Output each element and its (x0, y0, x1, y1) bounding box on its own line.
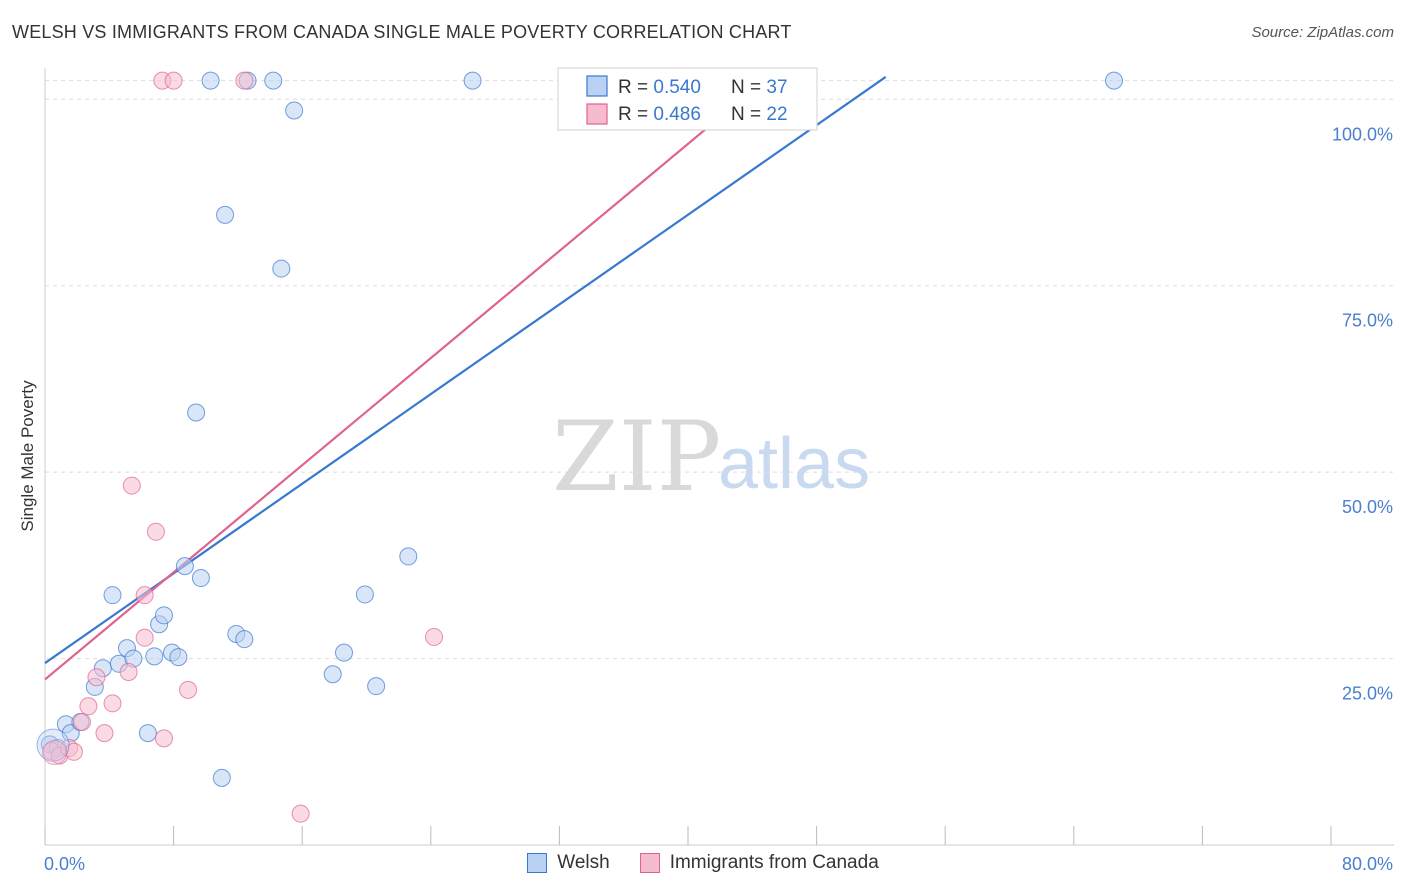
legend-label-welsh: Welsh (557, 852, 610, 873)
legend-n-row-canada: N = 22 (731, 104, 788, 125)
correlation-legend: R = 0.540 N = 37 R = 0.486 N = 22 (557, 67, 818, 131)
point-welsh-30[interactable] (334, 643, 353, 662)
series-legend: Welsh Immigrants from Canada (0, 852, 1406, 874)
point-cluster-welsh[interactable] (36, 728, 70, 762)
point-canada-9[interactable] (119, 662, 138, 681)
point-welsh-12[interactable] (145, 647, 164, 666)
legend-item-canada[interactable]: Immigrants from Canada (639, 852, 879, 874)
point-welsh-29[interactable] (323, 665, 342, 684)
point-welsh-33[interactable] (399, 547, 418, 566)
watermark-zip: ZIP (552, 401, 721, 513)
point-canada-8[interactable] (103, 694, 122, 713)
point-welsh-11[interactable] (138, 724, 157, 743)
point-welsh-31[interactable] (355, 585, 374, 604)
legend-r-row-welsh: R = 0.540 (618, 77, 701, 98)
point-welsh-7[interactable] (103, 586, 122, 605)
point-canada-15[interactable] (179, 680, 198, 699)
trendline-canada (44, 76, 770, 681)
legend-swatch-canada (639, 853, 660, 873)
chart-title: WELSH VS IMMIGRANTS FROM CANADA SINGLE M… (12, 22, 792, 42)
trendlines (44, 76, 887, 681)
point-canada-20[interactable] (122, 476, 141, 495)
y-tick-label-3: 100.0% (1332, 124, 1393, 144)
point-canada-5[interactable] (79, 697, 98, 716)
point-welsh-17[interactable] (175, 557, 194, 576)
point-canada-16[interactable] (154, 729, 173, 748)
point-canada-3[interactable] (64, 742, 83, 761)
point-canada-17[interactable] (235, 71, 254, 90)
grid-lines (45, 80, 1394, 660)
legend-item-welsh[interactable]: Welsh (527, 852, 610, 874)
point-canada-7[interactable] (95, 724, 114, 743)
point-welsh-16[interactable] (169, 648, 188, 667)
data-points (36, 71, 1123, 823)
point-canada-4[interactable] (72, 712, 91, 731)
point-welsh-32[interactable] (367, 677, 386, 696)
point-canada-11[interactable] (135, 628, 154, 647)
point-welsh-20[interactable] (201, 71, 220, 90)
legend-label-canada: Immigrants from Canada (669, 852, 879, 873)
y-tick-label-0: 25.0% (1342, 684, 1393, 704)
tick-labels: 25.0% 50.0% 75.0% 100.0% 0.0% 80.0% (44, 124, 1393, 874)
legend-swatch-welsh (586, 75, 608, 97)
source-label: Source: ZipAtlas.com (1251, 24, 1394, 41)
point-canada-10[interactable] (135, 586, 154, 605)
legend-swatch-welsh (527, 853, 548, 873)
legend-r-row-canada: R = 0.486 (618, 104, 701, 125)
point-welsh-27[interactable] (272, 259, 291, 278)
point-welsh-26[interactable] (264, 71, 283, 90)
legend-n-row-welsh: N = 37 (731, 77, 788, 98)
point-welsh-28[interactable] (285, 101, 304, 120)
point-welsh-35[interactable] (1104, 71, 1123, 90)
axes (44, 68, 1394, 846)
point-welsh-24[interactable] (235, 630, 254, 649)
watermark: ZIP atlas (552, 401, 870, 513)
x-tick-label-0: 0.0% (44, 854, 85, 874)
point-welsh-21[interactable] (212, 768, 231, 787)
point-canada-19[interactable] (425, 627, 444, 646)
x-tick-label-1: 80.0% (1342, 854, 1393, 874)
point-canada-18[interactable] (291, 804, 310, 823)
point-cluster-canada[interactable] (42, 740, 68, 766)
watermark-atlas: atlas (718, 424, 870, 504)
y-tick-label-2: 75.0% (1342, 311, 1393, 331)
point-welsh-14[interactable] (154, 606, 173, 625)
point-welsh-34[interactable] (463, 71, 482, 90)
legend-swatch-canada (586, 103, 608, 125)
point-canada-14[interactable] (164, 71, 183, 90)
point-welsh-18[interactable] (187, 403, 206, 422)
point-canada-6[interactable] (87, 668, 106, 687)
y-tick-label-1: 50.0% (1342, 497, 1393, 517)
point-canada-12[interactable] (146, 522, 165, 541)
point-welsh-19[interactable] (191, 569, 210, 588)
point-welsh-22[interactable] (216, 205, 235, 224)
